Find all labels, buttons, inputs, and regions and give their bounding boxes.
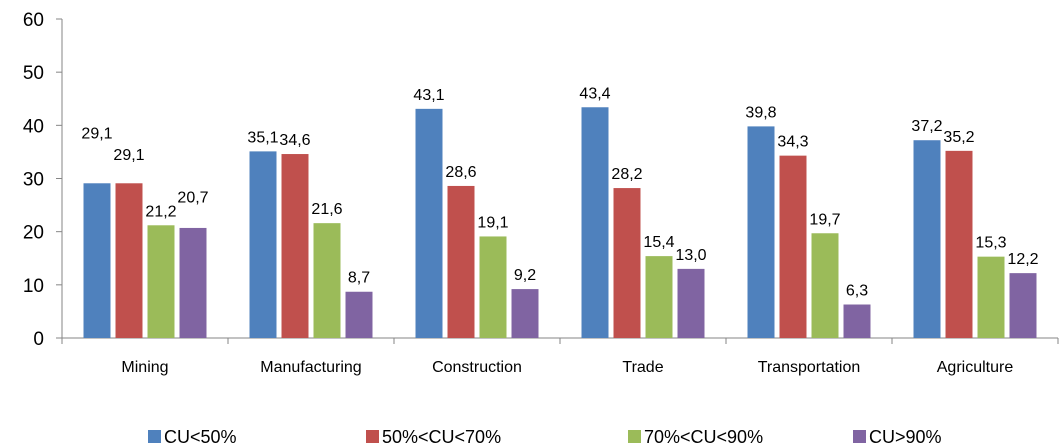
x-category-label: Manufacturing — [260, 359, 361, 376]
bar — [945, 150, 973, 338]
data-label: 15,4 — [643, 234, 674, 251]
data-label: 29,1 — [113, 147, 144, 164]
data-label: 20,7 — [177, 189, 208, 206]
bar — [249, 151, 277, 338]
y-tick-label: 40 — [23, 116, 44, 137]
data-label: 19,1 — [477, 214, 508, 231]
bar — [313, 223, 341, 338]
data-labels: 29,129,1 21,220,7 35,1 34,6 21,6 8,7 43,1 28,6 1… — [81, 85, 1038, 299]
bar — [645, 256, 673, 338]
x-category-label: Construction — [432, 359, 522, 376]
bar — [677, 268, 705, 338]
bar — [977, 256, 1005, 338]
x-category-label: Transportation — [758, 359, 861, 376]
x-axis: Mining Manufacturing Construction Trade Tran… — [61, 337, 1059, 376]
bar — [581, 107, 609, 338]
y-tick-label: 50 — [23, 63, 44, 84]
legend-swatch — [628, 430, 641, 443]
data-label: 35,2 — [943, 129, 974, 146]
data-label: 37,2 — [911, 118, 942, 135]
bar — [281, 154, 309, 338]
bar — [415, 108, 443, 338]
data-label: 29,1 — [81, 126, 112, 143]
data-label: 6,3 — [846, 283, 868, 300]
bar — [1009, 273, 1037, 338]
data-label: 12,2 — [1007, 251, 1038, 268]
legend-swatch — [148, 430, 161, 443]
data-label: 15,3 — [975, 235, 1006, 252]
bar — [179, 227, 207, 338]
data-label: 13,0 — [675, 247, 706, 264]
y-tick-label: 20 — [23, 223, 44, 244]
bar — [147, 225, 175, 338]
bar — [345, 291, 373, 338]
bar — [115, 183, 143, 338]
data-label: 34,6 — [279, 132, 310, 149]
bar — [843, 304, 871, 338]
bars — [83, 107, 1037, 338]
legend-label: 50%<CU<70% — [382, 427, 501, 447]
y-axis: 0 10 20 30 40 50 60 — [23, 10, 63, 350]
data-label: 21,6 — [311, 201, 342, 218]
y-tick-label: 0 — [33, 329, 44, 350]
legend-swatch — [853, 430, 866, 443]
x-category-label: Mining — [121, 359, 168, 376]
legend-label: CU<50% — [164, 427, 237, 447]
data-label: 34,3 — [777, 134, 808, 151]
data-label: 39,8 — [745, 104, 776, 121]
bar — [479, 236, 507, 338]
data-label: 43,4 — [579, 85, 610, 102]
bar — [447, 185, 475, 338]
data-label: 28,6 — [445, 164, 476, 181]
bar — [511, 289, 539, 338]
data-label: 43,1 — [413, 87, 444, 104]
y-tick-label: 30 — [23, 170, 44, 191]
bar — [913, 140, 941, 338]
legend-swatch — [366, 430, 379, 443]
legend-label: CU>90% — [869, 427, 942, 447]
legend-label: 70%<CU<90% — [644, 427, 763, 447]
legend: CU<50% 50%<CU<70% 70%<CU<90% CU>90% — [148, 427, 942, 447]
data-label: 8,7 — [348, 270, 370, 287]
data-label: 21,2 — [145, 203, 176, 220]
data-label: 19,7 — [809, 211, 840, 228]
y-tick-label: 60 — [23, 10, 44, 31]
bar — [83, 183, 111, 338]
data-label: 35,1 — [247, 129, 278, 146]
x-category-label: Agriculture — [937, 359, 1014, 376]
bar — [811, 233, 839, 338]
data-label: 28,2 — [611, 166, 642, 183]
bar — [779, 155, 807, 338]
x-category-label: Trade — [622, 359, 663, 376]
bar — [747, 126, 775, 338]
bar — [613, 188, 641, 338]
y-tick-label: 10 — [23, 276, 44, 297]
data-label: 9,2 — [514, 267, 536, 284]
